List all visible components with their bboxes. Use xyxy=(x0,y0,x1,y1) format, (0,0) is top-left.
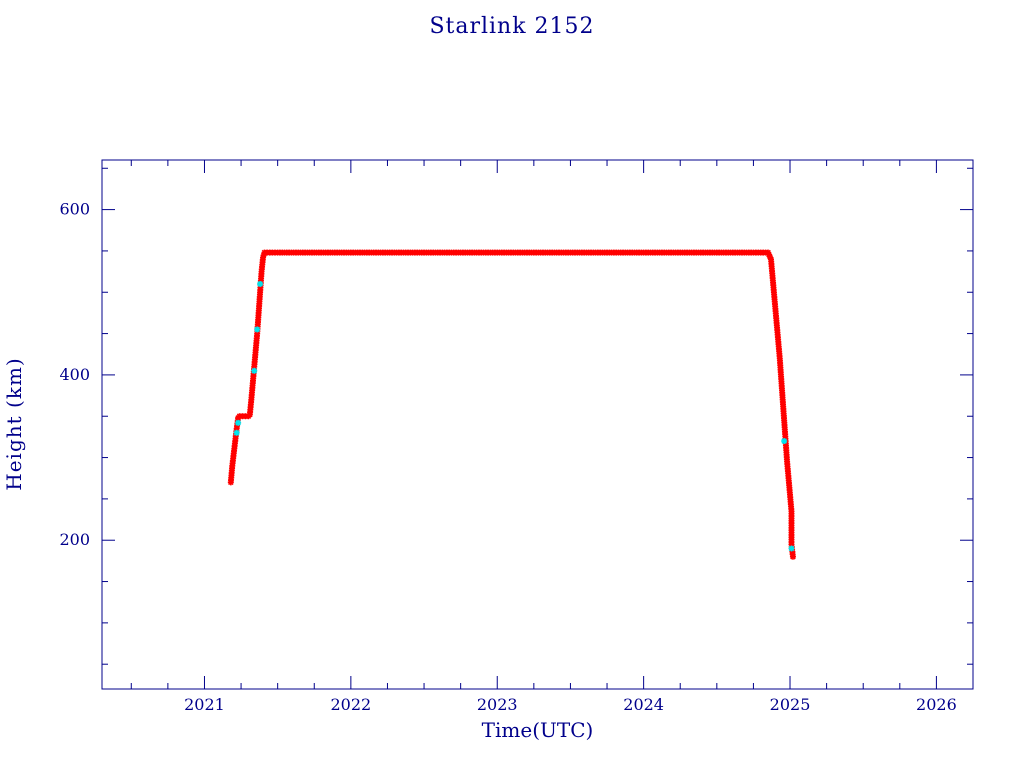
data-point-series-0 xyxy=(789,553,796,560)
x-tick-label: 2024 xyxy=(623,695,664,714)
marker-stroke xyxy=(781,438,787,444)
data-point-series-1 xyxy=(788,545,795,552)
y-tick-label: 400 xyxy=(59,365,90,384)
x-tick-label: 2026 xyxy=(916,695,957,714)
y-axis-label: Height (km) xyxy=(2,357,26,491)
axes-layer: 2021 2022 2023 2024 2025 2026 200 400 600 xyxy=(59,159,974,714)
y-tick-label: 600 xyxy=(59,200,90,219)
data-point-series-1 xyxy=(254,326,261,333)
marker-stroke xyxy=(254,326,260,333)
data-point-series-1 xyxy=(257,280,264,287)
x-tick-label: 2025 xyxy=(770,695,811,714)
data-point-series-1 xyxy=(251,367,258,374)
marker-stroke xyxy=(235,420,241,426)
marker-stroke xyxy=(257,281,263,287)
data-point-series-1 xyxy=(235,419,242,426)
y-tick-label: 200 xyxy=(59,530,90,549)
x-tick-label: 2021 xyxy=(184,695,225,714)
marks-layer xyxy=(227,249,796,560)
marker-stroke xyxy=(790,553,796,560)
x-tick-label: 2023 xyxy=(477,695,518,714)
x-tick-label: 2022 xyxy=(330,695,371,714)
x-axis-label: Time(UTC) xyxy=(481,718,594,742)
chart-title: Starlink 2152 xyxy=(429,14,595,39)
marker-stroke xyxy=(788,545,795,552)
data-point-series-1 xyxy=(233,429,240,436)
plot-frame xyxy=(101,159,974,690)
marker-stroke xyxy=(233,429,240,436)
marker-stroke xyxy=(251,367,258,374)
data-point-series-1 xyxy=(781,438,788,445)
